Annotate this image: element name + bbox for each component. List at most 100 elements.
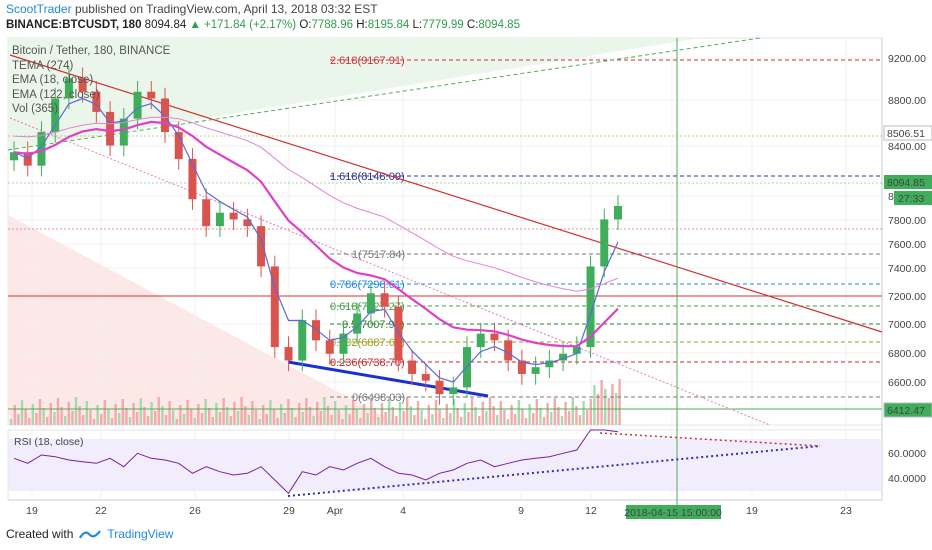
volume-bar [352, 400, 355, 425]
volume-bar [107, 409, 110, 425]
x-tick-4: 4 [400, 505, 406, 517]
fib-label-0.786: 0.786(7298.61) [330, 279, 405, 291]
volume-bar [10, 419, 13, 425]
volume-bar [474, 407, 477, 425]
volume-bar [71, 411, 74, 425]
low-value: 7779.99 [422, 19, 464, 31]
volume-bar [287, 399, 290, 425]
candle-body [380, 293, 389, 307]
volume-bar [20, 400, 24, 425]
volume-bar [416, 401, 420, 425]
volume-bar [179, 405, 182, 425]
volume-bar [568, 411, 571, 425]
tradingview-logo-icon [79, 530, 102, 539]
volume-bar [589, 399, 592, 425]
volume-bar [211, 417, 214, 425]
y-tick-7000.00: 7000.00 [888, 319, 926, 331]
volume-bar [186, 400, 189, 425]
volume-bar [413, 415, 416, 425]
low-label: L: [412, 19, 423, 31]
legend-ema18: EMA (18, close) [12, 74, 94, 86]
volume-bar [485, 411, 488, 425]
volume-bar [46, 417, 49, 425]
volume-bar [136, 412, 139, 425]
x-tick-26: 26 [189, 505, 201, 517]
volume-bar [218, 412, 222, 425]
candle-body [37, 132, 46, 166]
candle-body [476, 333, 485, 348]
volume-bar [323, 397, 326, 425]
volume-bar [305, 398, 308, 425]
candle-body [435, 380, 444, 395]
volume-bar [49, 403, 52, 425]
last-price: 8094.84 [144, 19, 187, 31]
candle-body [559, 353, 568, 361]
volume-bar [348, 414, 351, 425]
ema18-line [13, 97, 619, 383]
volume-bar [398, 402, 402, 425]
volume-bar [578, 415, 582, 425]
volume-bar [64, 416, 67, 425]
volume-bar [326, 406, 330, 425]
volume-bar [517, 400, 520, 425]
volume-bar [78, 406, 81, 425]
volume-bar [247, 415, 250, 425]
volume-bar [481, 402, 484, 425]
volume-bar [582, 401, 585, 425]
volume-bar [215, 403, 218, 425]
y-tick-7200.00: 7200.00 [888, 291, 926, 303]
candle-body [10, 152, 18, 161]
volume-bar [208, 408, 211, 425]
candle-body [298, 320, 307, 361]
indicator-legend: Bitcoin / Tether, 180, BINANCE TEMA (274… [12, 44, 170, 117]
time-cursor-box [626, 505, 721, 519]
volume-bar [308, 407, 312, 425]
volume-bar [254, 410, 258, 425]
volume-bar [114, 404, 117, 425]
volume-bar [100, 414, 103, 425]
volume-bar [200, 413, 204, 425]
volume-bar [499, 401, 502, 425]
fib-label-1: 1(7517.84) [352, 249, 405, 261]
green-triangle-zone [8, 38, 700, 150]
volume-bar [146, 416, 150, 425]
red-trendline [9, 54, 883, 333]
volume-bar [542, 417, 546, 425]
y-tick-6800.00: 6800.00 [888, 348, 926, 360]
candle-body [229, 212, 238, 220]
volume-bar [330, 415, 333, 425]
candle-body [215, 212, 224, 227]
volume-bar [60, 407, 63, 425]
x-tick-23: 23 [840, 505, 852, 517]
close-label: C: [466, 19, 479, 31]
candle-body [545, 360, 554, 368]
volume-bar [240, 397, 243, 425]
x-tick-12: 12 [585, 505, 597, 517]
volume-bar [557, 407, 560, 425]
volume-bar [564, 402, 567, 425]
volume-bar [593, 385, 596, 425]
volume-bar [233, 402, 236, 425]
candle-body [51, 98, 60, 133]
candle-body [353, 313, 362, 334]
price-label-8506.51: 8506.51 [887, 128, 925, 140]
open-value: 7788.96 [311, 19, 354, 31]
y-tick-8800.00: 8800.00 [888, 95, 926, 107]
volume-bar [618, 379, 621, 425]
volume-bar [121, 399, 124, 425]
ema122-line [13, 120, 619, 348]
candle-body [463, 347, 471, 388]
volume-bar [182, 414, 186, 425]
pink-dotted-trendline [9, 117, 771, 426]
author-link[interactable]: ScootTrader [6, 2, 72, 16]
volume-bar [434, 400, 438, 425]
candle-body [586, 266, 595, 348]
volume-bar [161, 406, 164, 425]
volume-bar [262, 405, 265, 425]
volume-bar [334, 401, 337, 425]
volume-bar [575, 406, 578, 425]
tradingview-link[interactable]: TradingView [107, 527, 174, 541]
volume-bar [154, 411, 157, 425]
candle-body [78, 78, 87, 92]
